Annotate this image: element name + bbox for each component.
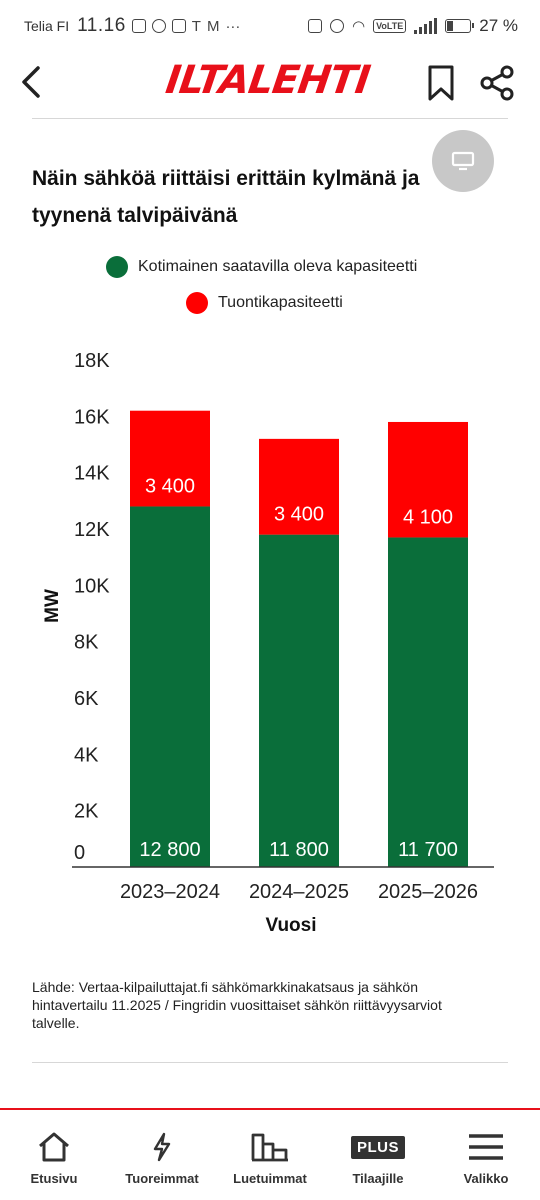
- data-label-domestic: 11 800: [269, 839, 329, 861]
- nav-tilaajille[interactable]: PLUS Tilaajille: [334, 1110, 422, 1200]
- y-tick-label: 10K: [74, 575, 110, 597]
- chart-source: Lähde: Vertaa-kilpailuttajat.fi sähkömar…: [32, 979, 442, 1031]
- legend-label-import: Tuontikapasiteetti: [218, 294, 343, 311]
- bar-import: [259, 438, 339, 535]
- y-tick-label: 12K: [74, 519, 110, 541]
- legend-swatch-import: [186, 292, 208, 314]
- battery-percent: 27 %: [479, 16, 518, 35]
- nav-label-luetuimmat: Luetuimmat: [233, 1171, 307, 1186]
- nav-etusivu[interactable]: Etusivu: [16, 1110, 92, 1200]
- y-tick-label: 4K: [74, 744, 99, 766]
- nav-label-tilaajille: Tilaajille: [352, 1171, 404, 1186]
- back-button[interactable]: [14, 62, 48, 102]
- legend-item-import: Tuontikapasiteetti: [186, 292, 343, 314]
- legend-item-domestic: Kotimainen saatavilla oleva kapasiteetti: [106, 256, 417, 278]
- more-notifications-icon: ···: [225, 17, 241, 35]
- tesla-icon: T: [191, 17, 201, 35]
- volte-icon: VoLTE: [373, 19, 407, 33]
- home-icon: [16, 1130, 92, 1164]
- signal-icon: [414, 18, 438, 34]
- data-label-import: 3 400: [145, 475, 195, 497]
- footer-divider: [32, 1062, 508, 1063]
- menu-icon: [450, 1130, 522, 1164]
- instagram-icon: [151, 19, 166, 33]
- data-label-domestic: 12 800: [139, 839, 200, 861]
- bottom-nav-accent: [0, 1108, 540, 1110]
- message-icon: [131, 19, 146, 33]
- wifi-icon: ◠: [351, 17, 366, 35]
- nav-tuoreimmat[interactable]: Tuoreimmat: [118, 1110, 206, 1200]
- nav-label-valikko: Valikko: [463, 1171, 509, 1186]
- site-logo[interactable]: ILTALEHTI: [162, 58, 373, 103]
- alarm-icon: [329, 19, 344, 33]
- monitor-icon: [451, 151, 475, 171]
- x-axis-label: Vuosi: [265, 915, 316, 936]
- lightning-icon: [118, 1130, 206, 1164]
- nav-luetuimmat[interactable]: Luetuimmat: [226, 1110, 314, 1200]
- header-divider: [32, 118, 508, 119]
- back-arrow-icon: [22, 66, 40, 98]
- app-header: ILTALEHTI: [0, 52, 540, 116]
- status-time: 11.16: [77, 15, 126, 36]
- nfc-icon: [307, 19, 322, 33]
- x-tick-label: 2023–2024: [120, 881, 220, 903]
- y-tick-label: 16K: [74, 406, 110, 428]
- y-tick-label: 0: [74, 842, 85, 864]
- y-axis-label: MW: [42, 589, 63, 623]
- bar-chart-icon: [226, 1130, 314, 1164]
- x-tick-label: 2025–2026: [378, 881, 478, 903]
- share-icon: [480, 65, 514, 101]
- x-tick-label: 2024–2025: [249, 881, 349, 903]
- status-bar: Telia FI 11.16 T M ··· ◠ VoLTE 27 %: [0, 0, 540, 52]
- nav-valikko[interactable]: Valikko: [450, 1110, 522, 1200]
- bar-domestic: [130, 506, 210, 867]
- calendar-icon: [171, 19, 186, 33]
- battery-icon: [445, 19, 475, 33]
- y-tick-label: 18K: [74, 350, 110, 372]
- data-label-import: 4 100: [403, 506, 453, 528]
- carrier-name: Telia FI: [24, 18, 70, 34]
- plus-badge-icon: PLUS: [334, 1130, 422, 1164]
- y-tick-label: 6K: [74, 688, 99, 710]
- gmail-icon: M: [206, 17, 220, 35]
- y-tick-label: 8K: [74, 632, 99, 654]
- bar-import: [130, 410, 210, 507]
- bar-domestic: [259, 534, 339, 867]
- legend-label-domestic: Kotimainen saatavilla oleva kapasiteetti: [138, 258, 418, 275]
- share-button[interactable]: [478, 64, 516, 102]
- screen-mode-button[interactable]: [432, 130, 494, 192]
- y-tick-label: 2K: [74, 801, 99, 823]
- bar-import: [388, 421, 468, 538]
- chart-title: Näin sähköä riittäisi erittäin kylmänä j…: [32, 167, 420, 227]
- plus-badge: PLUS: [350, 1135, 405, 1159]
- bookmark-button[interactable]: [426, 64, 456, 102]
- stacked-bar-chart: 0 2K 4K 6K 8K 10K 12K 14K 16K 18K MW 12 800 3 400 202…: [42, 350, 494, 936]
- bottom-navigation: Etusivu Tuoreimmat Luetuimmat PLUS Tilaa…: [0, 1110, 540, 1200]
- bookmark-icon: [428, 65, 454, 101]
- legend-swatch-domestic: [106, 256, 128, 278]
- data-label-domestic: 11 700: [398, 839, 458, 861]
- data-label-import: 3 400: [274, 504, 324, 526]
- nav-label-etusivu: Etusivu: [30, 1171, 78, 1186]
- bar-domestic: [388, 537, 468, 867]
- y-tick-label: 14K: [74, 463, 110, 485]
- nav-label-tuoreimmat: Tuoreimmat: [125, 1171, 199, 1186]
